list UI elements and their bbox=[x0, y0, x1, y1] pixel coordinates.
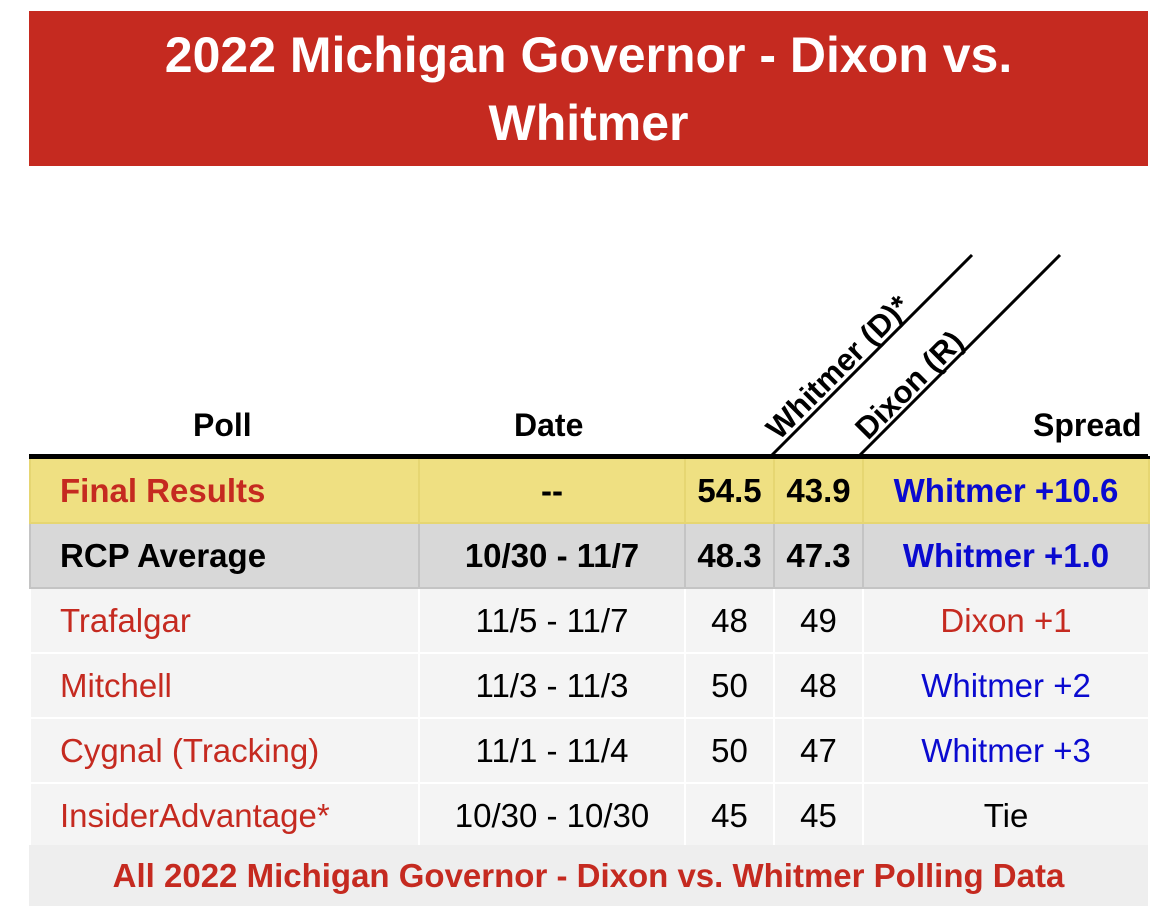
spread-value: Whitmer +3 bbox=[862, 717, 1150, 784]
spread-value: Whitmer +10.6 bbox=[862, 456, 1150, 524]
poll-date: 11/3 - 11/3 bbox=[418, 652, 686, 719]
header-spread: Spread bbox=[1033, 407, 1142, 443]
whitmer-value: 50 bbox=[684, 652, 775, 719]
table-row: Cygnal (Tracking) 11/1 - 11/4 50 47 Whit… bbox=[29, 717, 1150, 784]
dixon-value: 49 bbox=[773, 587, 864, 654]
table-row: Trafalgar 11/5 - 11/7 48 49 Dixon +1 bbox=[29, 587, 1150, 654]
poll-link[interactable]: Cygnal (Tracking) bbox=[29, 717, 420, 784]
dixon-value: 47.3 bbox=[773, 522, 864, 589]
spread-value: Whitmer +2 bbox=[862, 652, 1150, 719]
header-divider-line bbox=[858, 253, 1062, 457]
table-row-rcp-average: RCP Average 10/30 - 11/7 48.3 47.3 Whitm… bbox=[29, 522, 1150, 589]
dixon-value: 45 bbox=[773, 782, 864, 849]
page-title: 2022 Michigan Governor - Dixon vs. Whitm… bbox=[29, 11, 1148, 166]
poll-link[interactable]: Mitchell bbox=[29, 652, 420, 719]
poll-name: RCP Average bbox=[29, 522, 420, 589]
table-top-rule bbox=[29, 454, 1148, 457]
header-poll: Poll bbox=[193, 407, 252, 443]
poll-date: 10/30 - 11/7 bbox=[418, 522, 686, 589]
whitmer-value: 48 bbox=[684, 587, 775, 654]
poll-link[interactable]: InsiderAdvantage* bbox=[29, 782, 420, 849]
header-date: Date bbox=[514, 407, 584, 443]
dixon-value: 48 bbox=[773, 652, 864, 719]
header-divider-line bbox=[770, 253, 974, 457]
whitmer-value: 48.3 bbox=[684, 522, 775, 589]
poll-name: Final Results bbox=[29, 456, 420, 524]
dixon-value: 47 bbox=[773, 717, 864, 784]
dixon-value: 43.9 bbox=[773, 456, 864, 524]
whitmer-value: 50 bbox=[684, 717, 775, 784]
all-polling-data-link[interactable]: All 2022 Michigan Governor - Dixon vs. W… bbox=[29, 845, 1148, 906]
spread-value: Dixon +1 bbox=[862, 587, 1150, 654]
polls-table: Final Results -- 54.5 43.9 Whitmer +10.6… bbox=[29, 456, 1150, 849]
table-row: InsiderAdvantage* 10/30 - 10/30 45 45 Ti… bbox=[29, 782, 1150, 849]
poll-date: 11/5 - 11/7 bbox=[418, 587, 686, 654]
table-row: Mitchell 11/3 - 11/3 50 48 Whitmer +2 bbox=[29, 652, 1150, 719]
poll-date: 10/30 - 10/30 bbox=[418, 782, 686, 849]
poll-date: 11/1 - 11/4 bbox=[418, 717, 686, 784]
spread-value: Whitmer +1.0 bbox=[862, 522, 1150, 589]
spread-value: Tie bbox=[862, 782, 1150, 849]
whitmer-value: 45 bbox=[684, 782, 775, 849]
table-row-final-results: Final Results -- 54.5 43.9 Whitmer +10.6 bbox=[29, 456, 1150, 524]
whitmer-value: 54.5 bbox=[684, 456, 775, 524]
poll-date: -- bbox=[418, 456, 686, 524]
poll-link[interactable]: Trafalgar bbox=[29, 587, 420, 654]
